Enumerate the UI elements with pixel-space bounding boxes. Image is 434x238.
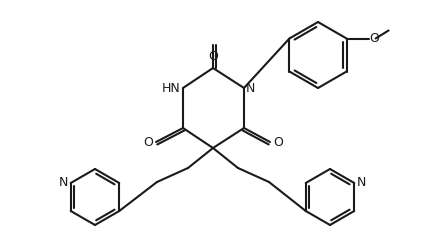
Text: N: N [58, 177, 68, 189]
Text: O: O [369, 32, 378, 45]
Text: O: O [143, 135, 153, 149]
Text: N: N [356, 177, 366, 189]
Text: N: N [246, 81, 255, 94]
Text: O: O [273, 135, 282, 149]
Text: HN: HN [162, 81, 181, 94]
Text: O: O [207, 50, 217, 63]
